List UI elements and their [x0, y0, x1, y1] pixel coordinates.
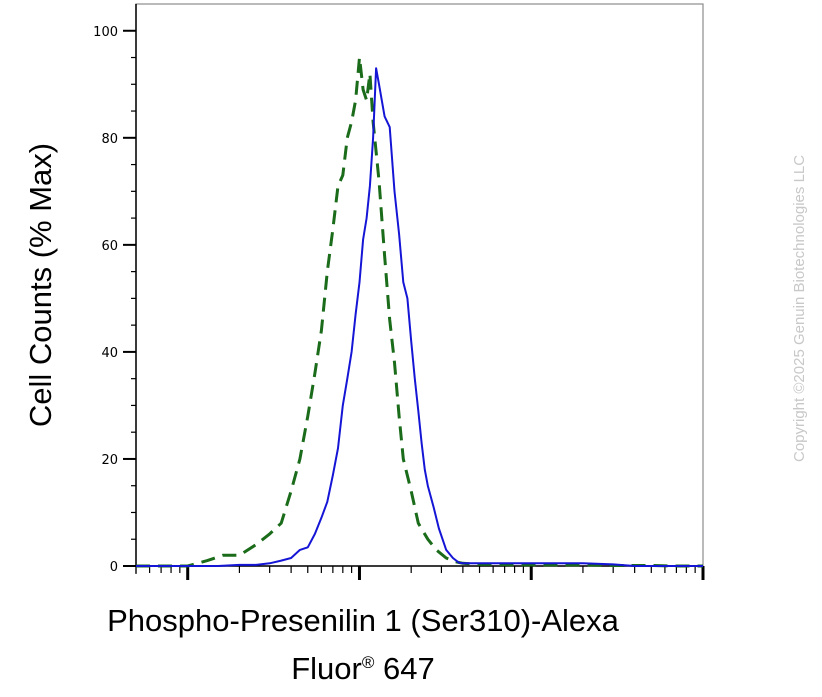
- x-axis-label-line-2: Fluor® 647: [0, 642, 726, 690]
- y-tick-label: 40: [101, 346, 118, 361]
- copyright-watermark: Copyright ©2025 Genuin Biotechnologies L…: [791, 154, 808, 462]
- y-axis-ticks: 0 20 40 60 80 100: [93, 25, 136, 575]
- y-tick-label: 20: [101, 453, 118, 468]
- x-axis-label-line-1: Phospho-Presenilin 1 (Ser310)-Alexa: [107, 603, 619, 638]
- solid-series-line: [136, 67, 703, 567]
- registered-mark: ®: [361, 653, 375, 672]
- plot-frame: [135, 3, 704, 567]
- histogram-chart: 0 20 40 60 80 100 Cell Counts (% Max): [23, 3, 705, 580]
- dashed-series-line: [136, 56, 703, 568]
- series-layer: [136, 56, 703, 568]
- x-axis-ticks: [135, 566, 705, 580]
- y-tick-label: 60: [101, 239, 118, 254]
- y-tick-label: 80: [101, 132, 118, 147]
- y-tick-label: 0: [110, 560, 118, 575]
- y-axis-label: Cell Counts (% Max): [23, 143, 58, 427]
- x-axis-label-647: 647: [374, 651, 435, 686]
- y-tick-label: 100: [93, 25, 118, 40]
- x-axis-label-fluor: Fluor: [291, 651, 362, 686]
